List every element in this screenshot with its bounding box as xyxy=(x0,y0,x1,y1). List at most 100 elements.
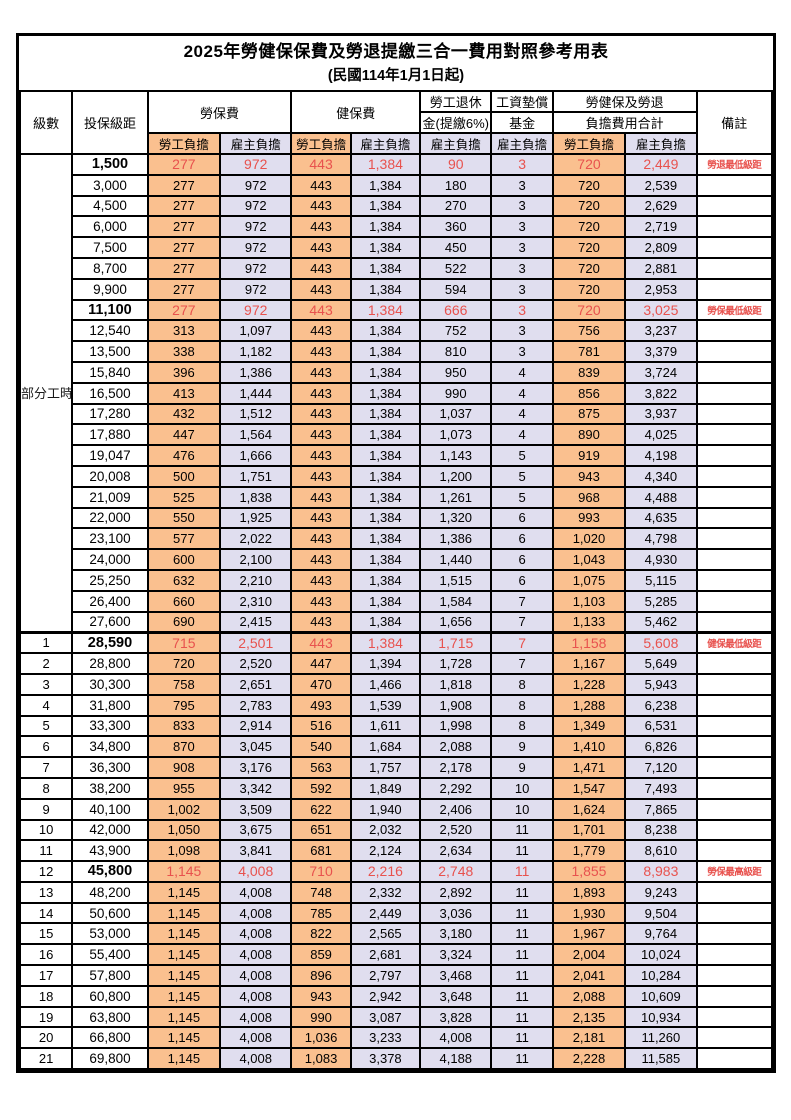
cell-total-employer: 2,881 xyxy=(624,256,698,280)
cell-labor-employee: 955 xyxy=(146,776,222,800)
cell-health-employer: 2,681 xyxy=(349,943,422,967)
cell-fund-employer: 10 xyxy=(490,797,554,821)
cell-fund-employer: 3 xyxy=(490,340,554,363)
cell-total-employee: 1,020 xyxy=(551,527,627,551)
header-wage-fund-line1: 工資墊償 xyxy=(490,90,554,113)
cell-total-employee: 856 xyxy=(551,381,627,405)
cell-bracket: 24,000 xyxy=(71,548,149,571)
cell-total-employee: 720 xyxy=(551,215,627,239)
cell-pension-employer: 2,520 xyxy=(419,818,493,842)
cell-bracket: 8,700 xyxy=(71,256,149,280)
cell-health-employer: 1,384 xyxy=(349,610,422,634)
cell-labor-employee: 632 xyxy=(146,568,222,592)
cell-fund-employer: 11 xyxy=(490,1005,554,1029)
cell-remark xyxy=(695,943,774,967)
cell-health-employer: 1,384 xyxy=(349,298,422,322)
cell-labor-employee: 795 xyxy=(146,693,222,717)
cell-health-employer: 1,384 xyxy=(349,360,422,384)
cell-labor-employee: 758 xyxy=(146,672,222,696)
header-pension-line1: 勞工退休 xyxy=(419,90,493,113)
cell-health-employee: 651 xyxy=(290,818,352,842)
cell-fund-employer: 4 xyxy=(490,360,554,384)
cell-bracket: 66,800 xyxy=(71,1026,149,1050)
cell-total-employee: 2,041 xyxy=(551,964,627,987)
cell-labor-employee: 277 xyxy=(146,194,222,218)
cell-health-employer: 1,384 xyxy=(349,423,422,447)
cell-pension-employer: 3,468 xyxy=(419,964,493,987)
cell-health-employee: 493 xyxy=(290,693,352,717)
cell-pension-employer: 3,324 xyxy=(419,943,493,967)
cell-total-employee: 1,410 xyxy=(551,735,627,759)
cell-health-employer: 1,384 xyxy=(349,527,422,551)
cell-remark xyxy=(695,319,774,343)
cell-bracket: 20,008 xyxy=(71,464,149,488)
cell-health-employee: 470 xyxy=(290,672,352,696)
cell-remark xyxy=(695,652,774,675)
cell-remark xyxy=(695,1005,774,1029)
cell-health-employer: 1,849 xyxy=(349,776,422,800)
table-row: 17,280 432 1,512 443 1,384 1,037 4 875 3,937 xyxy=(20,402,774,426)
cell-health-employer: 1,466 xyxy=(349,672,422,696)
cell-total-employee: 968 xyxy=(551,485,627,509)
cell-labor-employer: 2,022 xyxy=(219,527,293,551)
cell-bracket: 17,880 xyxy=(71,423,149,447)
table-row: 11 43,900 1,098 3,841 681 2,124 2,634 11 1,779 8,… xyxy=(18,839,774,863)
cell-total-employer: 2,719 xyxy=(624,215,698,239)
cell-remark xyxy=(695,776,774,800)
cell-pension-employer: 1,143 xyxy=(419,444,493,467)
cell-labor-employer: 972 xyxy=(219,215,293,239)
cell-remark xyxy=(695,589,774,613)
cell-labor-employer: 2,914 xyxy=(219,714,293,738)
cell-health-employee: 622 xyxy=(290,797,352,821)
cell-total-employer: 3,937 xyxy=(624,402,698,426)
cell-bracket: 6,000 xyxy=(71,215,149,239)
cell-labor-employee: 313 xyxy=(146,319,222,343)
cell-fund-employer: 11 xyxy=(490,1026,554,1050)
cell-total-employee: 720 xyxy=(551,256,627,280)
cell-remark xyxy=(695,714,774,738)
cell-remark xyxy=(695,880,774,904)
header-total-line2: 負擔費用合計 xyxy=(551,111,698,134)
cell-total-employee: 2,181 xyxy=(551,1026,627,1050)
cell-total-employee: 720 xyxy=(551,194,627,218)
cell-bracket: 28,590 xyxy=(71,630,149,655)
cell-total-employer: 3,379 xyxy=(624,340,698,363)
cell-fund-employer: 6 xyxy=(490,506,554,530)
cell-remark xyxy=(695,360,774,384)
subheader-labor-employee: 勞工負擔 xyxy=(146,132,222,155)
table-row: 2 28,800 720 2,520 447 1,394 1,728 7 1,167 5,649 xyxy=(18,652,774,675)
cell-total-employer: 2,953 xyxy=(624,277,698,301)
cell-pension-employer: 270 xyxy=(419,194,493,218)
table-row: 20,008 500 1,751 443 1,384 1,200 5 943 4,340 xyxy=(20,464,774,488)
title-block: 2025年勞健保保費及勞退提繳三合一費用對照參考用表 (民國114年1月1日起) xyxy=(19,36,773,90)
cell-fund-employer: 7 xyxy=(490,589,554,613)
cell-total-employer: 10,934 xyxy=(624,1005,698,1029)
cell-health-employee: 943 xyxy=(290,984,352,1008)
table-row: 11,100 277 972 443 1,384 666 3 720 3,025 勞保最低級距 xyxy=(20,298,774,322)
cell-health-employee: 785 xyxy=(290,901,352,925)
cell-total-employee: 993 xyxy=(551,506,627,530)
cell-remark xyxy=(695,922,774,946)
header-wage-fund-line2: 基金 xyxy=(490,111,554,134)
cell-labor-employer: 1,444 xyxy=(219,381,293,405)
header-labor-insurance: 勞保費 xyxy=(146,90,293,134)
cell-labor-employee: 1,145 xyxy=(146,1026,222,1050)
cell-remark xyxy=(695,1047,774,1071)
cell-total-employer: 8,610 xyxy=(624,839,698,863)
cell-health-employer: 1,384 xyxy=(349,630,422,655)
cell-total-employee: 1,701 xyxy=(551,818,627,842)
cell-remark xyxy=(695,672,774,696)
cell-total-employee: 720 xyxy=(551,153,627,176)
cell-total-employer: 4,025 xyxy=(624,423,698,447)
cell-labor-employer: 4,008 xyxy=(219,1026,293,1050)
cell-total-employee: 1,893 xyxy=(551,880,627,904)
cell-fund-employer: 3 xyxy=(490,194,554,218)
cell-health-employer: 1,384 xyxy=(349,506,422,530)
cell-health-employee: 516 xyxy=(290,714,352,738)
table-row: 4,500 277 972 443 1,384 270 3 720 2,629 xyxy=(20,194,774,218)
cell-total-employee: 1,288 xyxy=(551,693,627,717)
cell-pension-employer: 1,584 xyxy=(419,589,493,613)
cell-level: 5 xyxy=(18,714,74,738)
cell-pension-employer: 90 xyxy=(419,153,493,176)
